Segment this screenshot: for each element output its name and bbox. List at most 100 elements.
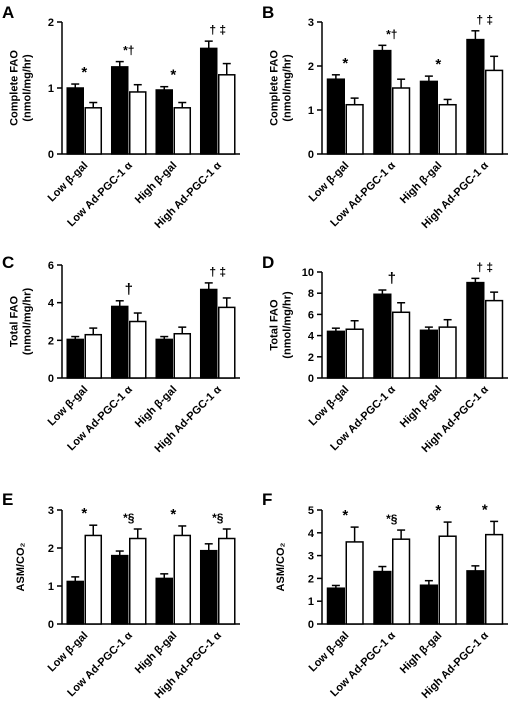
significance-mark: *† xyxy=(123,44,134,58)
bar xyxy=(419,584,439,625)
bar xyxy=(110,305,129,379)
y-axis-label: (nmol/mg/hr) xyxy=(22,54,34,122)
bar xyxy=(373,570,392,625)
bar xyxy=(218,74,236,155)
bar xyxy=(392,87,411,155)
bar xyxy=(485,533,504,625)
significance-mark: * xyxy=(342,55,348,72)
bar xyxy=(199,288,218,379)
bar xyxy=(173,107,192,155)
bar xyxy=(84,107,103,155)
category-label: High β-gal xyxy=(133,384,180,431)
bar xyxy=(110,554,129,625)
significance-mark: * xyxy=(170,506,176,523)
y-tick-label: 3 xyxy=(308,551,314,563)
significance-mark: * xyxy=(435,502,441,519)
bar xyxy=(326,78,346,155)
category-label: Low β-gal xyxy=(307,160,352,205)
y-axis-label: ASM/CO₂ xyxy=(15,542,27,591)
y-axis-label: Complete FAO xyxy=(269,50,281,126)
bar xyxy=(110,66,129,155)
y-tick-label: 10 xyxy=(302,267,314,279)
y-tick-label: 2 xyxy=(308,573,314,585)
y-tick-label: 4 xyxy=(308,528,315,540)
significance-mark: *† xyxy=(386,27,397,41)
y-tick-label: 2 xyxy=(48,543,54,555)
bar xyxy=(438,326,457,379)
y-tick-label: 8 xyxy=(308,288,314,300)
significance-mark: † ‡ xyxy=(476,13,493,27)
significance-mark: † ‡ xyxy=(209,23,226,37)
bar xyxy=(199,549,218,625)
category-label: Low β-gal xyxy=(46,160,91,205)
y-axis-label: ASM/CO₂ xyxy=(275,542,287,591)
significance-mark: * xyxy=(342,507,348,524)
y-tick-label: 1 xyxy=(48,581,54,593)
bar xyxy=(173,332,192,379)
category-label: High β-gal xyxy=(398,160,445,207)
y-tick-label: 2 xyxy=(48,17,54,29)
y-tick-label: 4 xyxy=(308,331,315,343)
y-axis-label: Total FAO xyxy=(269,299,281,351)
bar xyxy=(438,103,457,155)
bar xyxy=(129,91,147,155)
y-tick-label: 2 xyxy=(308,352,314,364)
y-axis-label: (nmol/mg/hr) xyxy=(282,54,294,122)
significance-mark: † ‡ xyxy=(209,265,226,279)
category-label: Low β-gal xyxy=(46,384,91,429)
y-tick-label: 0 xyxy=(308,149,314,161)
panel-b: B 0 1 2 3 Complete FAO (nmol/mg/hr) * Low β-gal *… xyxy=(262,3,508,231)
bar xyxy=(129,320,147,379)
category-label: Low β-gal xyxy=(307,630,352,675)
category-label: High β-gal xyxy=(398,384,445,431)
y-axis-label: (nmol/mg/hr) xyxy=(22,288,34,356)
significance-mark: * xyxy=(435,56,441,73)
bar xyxy=(345,328,364,379)
bar xyxy=(466,281,485,379)
y-tick-label: 6 xyxy=(308,309,314,321)
y-tick-label: 1 xyxy=(308,105,314,117)
bar xyxy=(218,306,236,379)
panel-letter: E xyxy=(2,490,13,509)
panel-letter: D xyxy=(262,253,274,272)
category-label: High β-gal xyxy=(398,630,445,677)
y-tick-label: 6 xyxy=(48,260,54,272)
significance-mark: † xyxy=(388,270,396,287)
bar xyxy=(84,534,103,625)
y-tick-label: 3 xyxy=(308,17,314,29)
y-tick-label: 0 xyxy=(308,373,314,385)
bar xyxy=(485,69,504,155)
bar xyxy=(326,587,346,625)
significance-mark: *§ xyxy=(386,512,398,526)
bar xyxy=(66,338,85,379)
y-axis-label: Total FAO xyxy=(9,295,21,347)
bar xyxy=(466,570,485,625)
y-tick-label: 1 xyxy=(308,596,314,608)
bar xyxy=(373,49,392,155)
y-tick-label: 3 xyxy=(48,505,54,517)
bar xyxy=(155,89,173,155)
significance-mark: * xyxy=(81,505,87,522)
category-label: High β-gal xyxy=(133,630,180,677)
bar xyxy=(466,38,485,155)
panel-letter: C xyxy=(2,253,14,272)
bar xyxy=(345,541,364,625)
category-label: Low β-gal xyxy=(307,384,352,429)
y-axis-label: (nmol/mg/hr) xyxy=(282,291,294,359)
bar xyxy=(218,537,236,625)
bar xyxy=(129,537,147,625)
significance-mark: * xyxy=(170,67,176,84)
bar xyxy=(84,333,103,379)
panel-letter: A xyxy=(2,3,14,22)
bar xyxy=(373,293,392,379)
panel-letter: B xyxy=(262,3,274,22)
bar xyxy=(326,330,346,379)
category-label: High β-gal xyxy=(133,160,180,207)
bar xyxy=(199,47,218,155)
y-tick-label: 1 xyxy=(48,83,54,95)
